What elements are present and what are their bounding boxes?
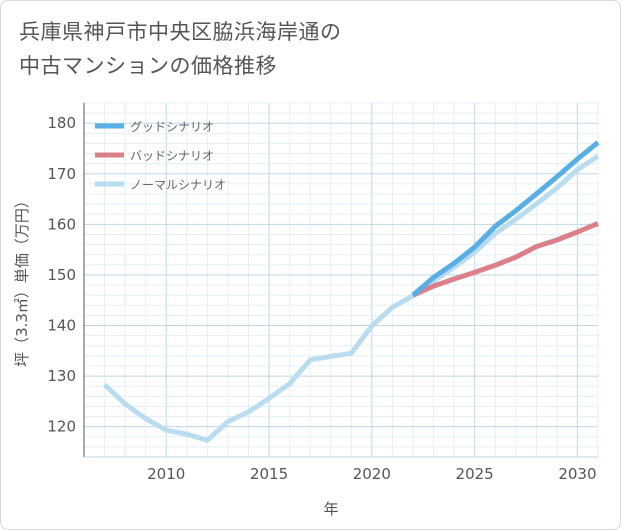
legend-label: グッドシナリオ: [130, 120, 214, 134]
series-line-1: [411, 221, 599, 298]
legend-label: バッドシナリオ: [130, 149, 214, 163]
x-tick-label: 2020: [353, 465, 391, 483]
chart-title-line1: 兵庫県神戸市中央区脇浜海岸通の: [19, 20, 342, 44]
chart-title: 兵庫県神戸市中央区脇浜海岸通の 中古マンションの価格推移: [19, 15, 539, 83]
legend-label: ノーマルシナリオ: [130, 178, 226, 192]
y-axis-title: 坪（3.3㎡）単価（万円）: [13, 193, 31, 367]
x-axis-title: 年: [323, 500, 338, 518]
y-tick-label: 160: [47, 215, 76, 233]
chart-title-line2: 中古マンションの価格推移: [19, 54, 277, 78]
y-tick-label: 130: [47, 367, 76, 385]
y-tick-label: 170: [47, 165, 76, 183]
x-tick-label: 2030: [558, 465, 596, 483]
x-tick-label: 2010: [147, 465, 185, 483]
x-tick-label: 2015: [250, 465, 288, 483]
y-tick-label: 150: [47, 266, 76, 284]
x-tick-label: 2025: [456, 465, 494, 483]
series-line-2: [102, 154, 600, 443]
y-tick-label: 120: [47, 418, 76, 436]
y-tick-label: 140: [47, 317, 76, 335]
y-tick-label: 180: [47, 114, 76, 132]
series-line-0: [411, 140, 600, 298]
plot-area: [83, 102, 599, 458]
